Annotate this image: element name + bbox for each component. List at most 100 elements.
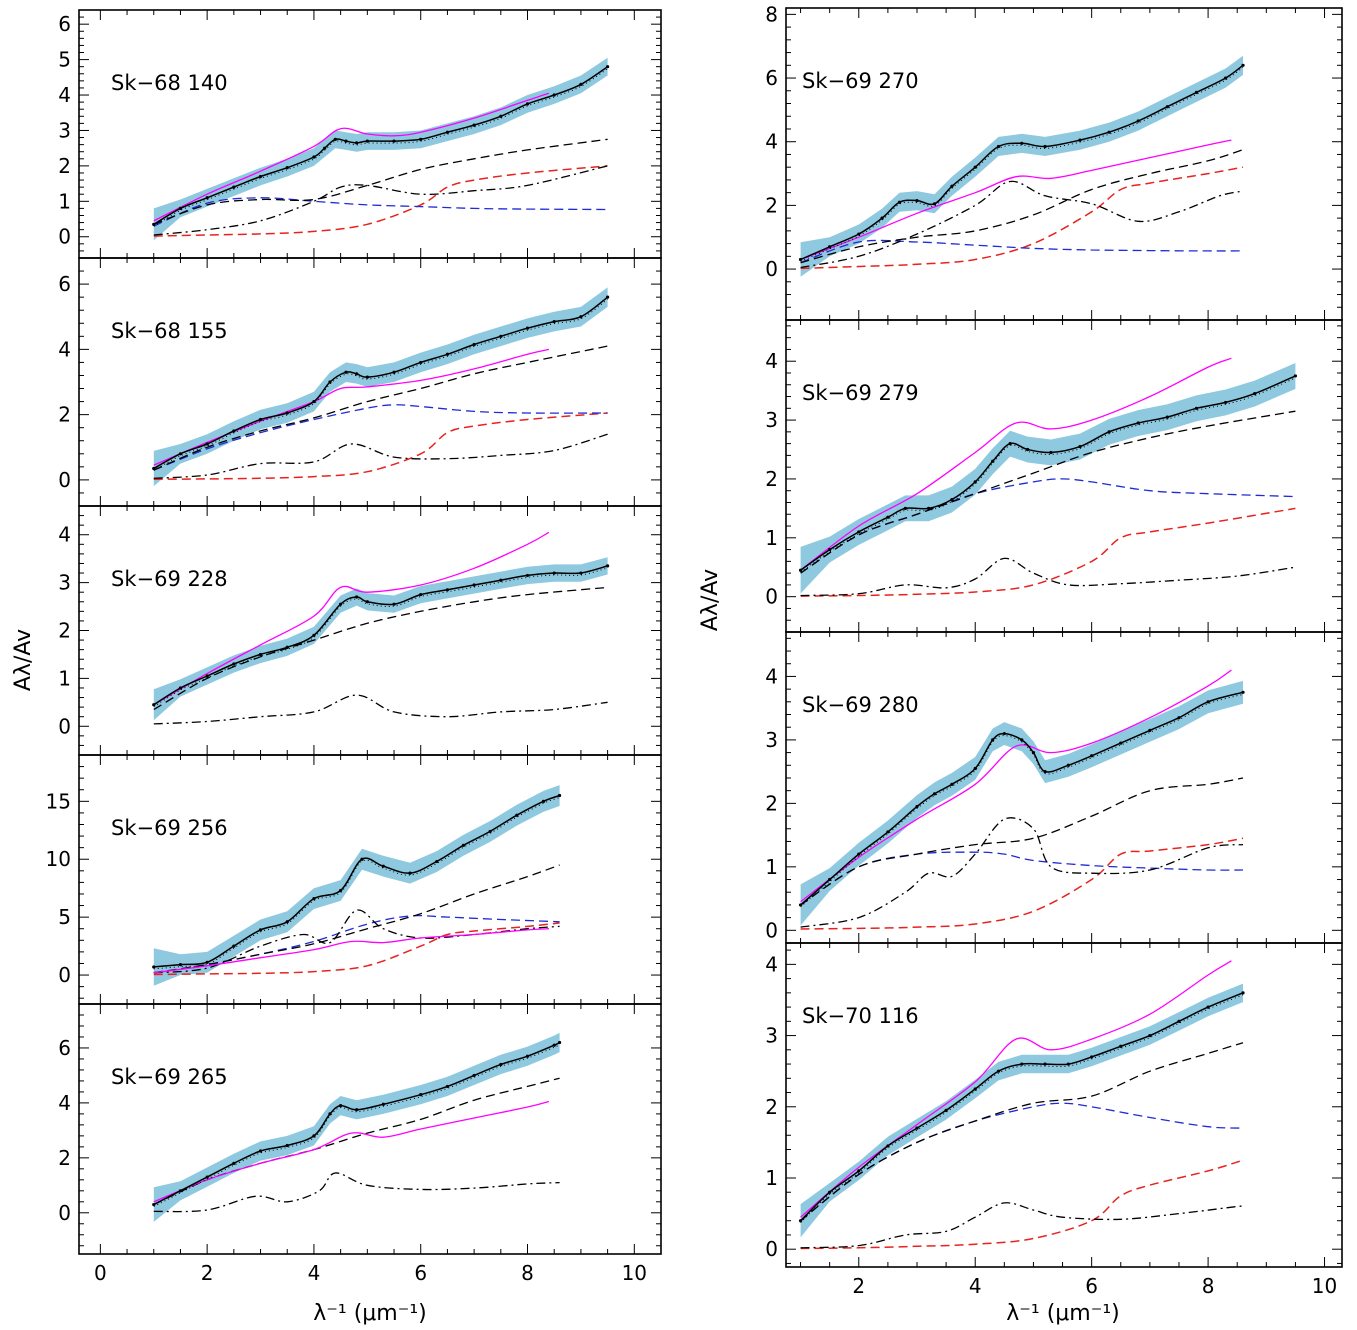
panel-3: 0 5 10 15 Sk−69 256 — [46, 754, 662, 1005]
data-point — [828, 547, 832, 552]
uncertainty-band — [800, 983, 1243, 1238]
series-blue-dashed — [800, 478, 1296, 574]
data-point — [258, 928, 263, 932]
y-tick-label: 4 — [765, 952, 778, 976]
data-point — [1206, 1005, 1210, 1009]
data-point — [606, 295, 610, 299]
panel-7: 0 1 2 3 4 Sk−69 280 — [765, 631, 1343, 944]
x-axis-label-left: λ⁻¹ (μm⁻¹) — [313, 1301, 426, 1326]
data-point — [1148, 1033, 1152, 1038]
x-tick-label: 6 — [414, 1261, 427, 1285]
x-tick-label: 8 — [1202, 1274, 1215, 1298]
y-tick-label: 2 — [58, 403, 71, 427]
uncertainty-band — [153, 785, 560, 986]
data-point — [1241, 690, 1245, 694]
data-point — [312, 633, 316, 637]
data-point — [445, 130, 450, 134]
y-tick-label: 3 — [58, 571, 71, 595]
series-magenta — [153, 1100, 550, 1203]
data-point — [973, 766, 977, 771]
y-tick-label: 6 — [58, 1036, 71, 1060]
y-tick-label: 0 — [765, 1237, 778, 1261]
series-magenta — [800, 139, 1232, 261]
y-tick-label: 2 — [58, 619, 71, 643]
series-magenta — [153, 531, 550, 706]
series-magenta — [153, 92, 550, 222]
data-point — [950, 184, 954, 188]
series-red-dashed — [153, 165, 608, 237]
data-point — [541, 799, 546, 803]
data-point — [323, 146, 327, 150]
data-point — [1020, 141, 1024, 145]
data-point — [365, 139, 369, 143]
data-point — [232, 185, 236, 189]
data-point — [857, 852, 861, 856]
data-point — [1026, 447, 1030, 452]
data-point — [472, 123, 476, 127]
data-point — [828, 1190, 832, 1194]
data-point — [312, 1134, 316, 1138]
series-magenta — [800, 960, 1232, 1218]
data-point — [178, 206, 183, 210]
data-point — [950, 782, 954, 786]
data-point — [1107, 430, 1111, 434]
uncertainty-band — [800, 680, 1243, 926]
data-point — [328, 1112, 332, 1116]
series-black-dashdot — [153, 433, 608, 479]
data-point — [232, 662, 236, 666]
data-point — [365, 375, 369, 379]
series-black-dashed — [153, 345, 608, 471]
data-point — [435, 859, 439, 864]
series-black-dashdot — [800, 557, 1296, 597]
data-point — [828, 877, 832, 882]
data-point — [798, 257, 803, 262]
data-point — [205, 960, 209, 964]
data-point — [915, 804, 919, 809]
data-point — [1241, 991, 1245, 995]
panel-5: 0 2 4 6 8 Sk−69 270 — [765, 2, 1343, 321]
y-tick-label: 6 — [765, 66, 778, 90]
series-blue-dashed — [153, 914, 560, 974]
uncertainty-band — [153, 1032, 560, 1222]
x-tick-label: 4 — [308, 1261, 321, 1285]
y-tick-label: 2 — [765, 791, 778, 815]
data-point — [1043, 1062, 1047, 1066]
data-point — [408, 871, 412, 875]
data-point — [339, 1104, 343, 1108]
data-point — [1090, 754, 1094, 758]
series-observed — [800, 375, 1296, 571]
y-tick-label: 3 — [765, 728, 778, 752]
data-point — [285, 645, 289, 649]
data-point — [178, 452, 183, 456]
panel-0: 0 1 2 3 4 5 6 Sk−68 140 — [58, 9, 662, 259]
data-point — [344, 370, 348, 374]
uncertainty-band — [153, 57, 608, 241]
data-point — [1078, 138, 1082, 142]
data-point — [499, 334, 503, 338]
data-point — [355, 1108, 359, 1112]
y-tick-label: 6 — [58, 272, 71, 296]
data-point — [499, 114, 503, 118]
data-point — [525, 102, 530, 106]
y-axis-label-right: Aλ/Av — [698, 569, 723, 631]
data-point — [932, 792, 937, 796]
panel-frame — [785, 7, 1343, 321]
y-tick-label: 2 — [58, 1146, 71, 1170]
data-point — [996, 1069, 1001, 1073]
series-blue-dashed — [800, 239, 1244, 264]
star-name: Sk−69 256 — [111, 816, 228, 840]
y-tick-label: 1 — [58, 189, 71, 213]
star-name: Sk−69 270 — [802, 69, 919, 93]
series-black-dashed — [800, 777, 1244, 906]
data-point — [932, 202, 937, 206]
series-black-dashed — [153, 586, 608, 711]
star-name: Sk−70 116 — [802, 1004, 919, 1028]
data-point — [557, 793, 562, 798]
x-tick-label: 10 — [1312, 1274, 1337, 1298]
data-point — [950, 497, 954, 502]
data-point — [579, 315, 583, 319]
x-axis-label-right: λ⁻¹ (μm⁻¹) — [1006, 1301, 1119, 1326]
data-point — [552, 571, 556, 575]
data-point — [285, 411, 289, 415]
data-point — [579, 571, 583, 575]
